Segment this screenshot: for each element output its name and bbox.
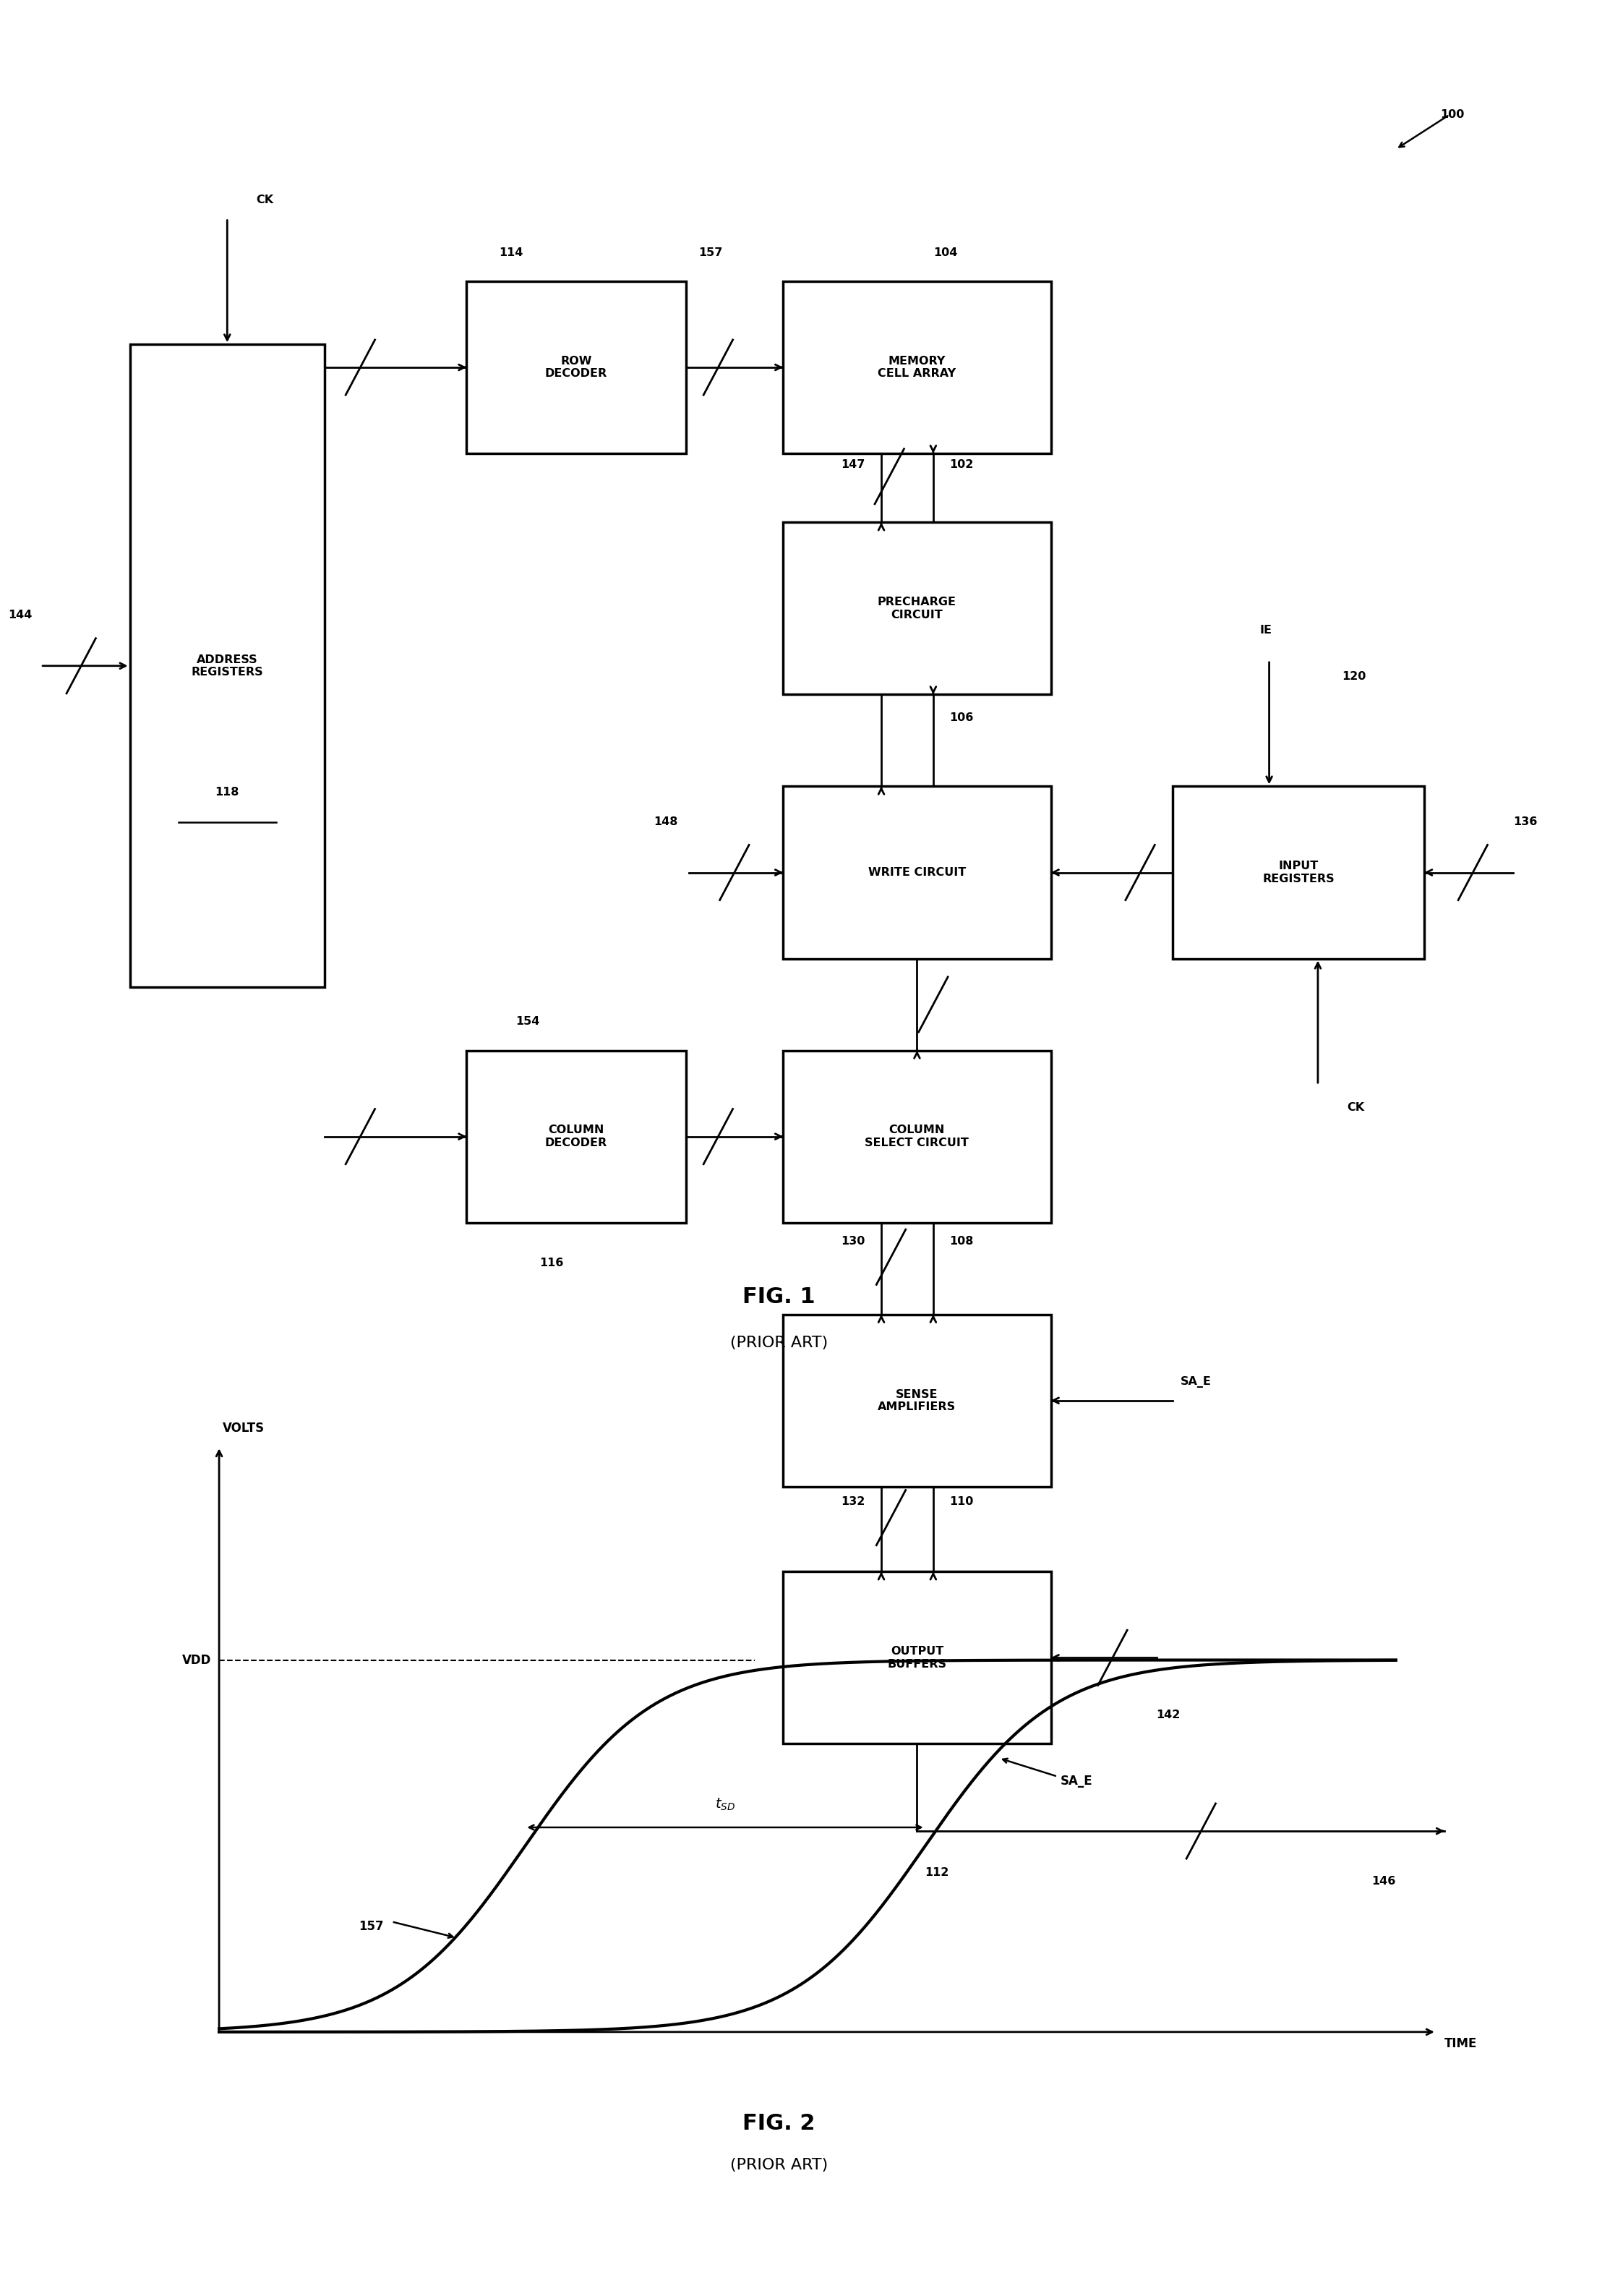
Text: VDD: VDD	[182, 1653, 211, 1667]
Text: 108: 108	[949, 1235, 974, 1247]
FancyBboxPatch shape	[467, 282, 685, 455]
Text: (PRIOR ART): (PRIOR ART)	[730, 1336, 828, 1350]
Text: COLUMN
SELECT CIRCUIT: COLUMN SELECT CIRCUIT	[865, 1125, 969, 1148]
FancyBboxPatch shape	[782, 1570, 1052, 1745]
Text: 154: 154	[516, 1017, 539, 1026]
Text: 157: 157	[359, 1919, 383, 1933]
Text: FIG. 2: FIG. 2	[743, 2112, 815, 2135]
Text: ROW
DECODER: ROW DECODER	[545, 356, 607, 379]
Text: 136: 136	[1514, 817, 1537, 827]
Text: 130: 130	[841, 1235, 865, 1247]
Text: CK: CK	[256, 195, 274, 204]
Text: PRECHARGE
CIRCUIT: PRECHARGE CIRCUIT	[878, 597, 956, 620]
Text: (PRIOR ART): (PRIOR ART)	[730, 2158, 828, 2172]
Text: WRITE CIRCUIT: WRITE CIRCUIT	[868, 868, 966, 877]
Text: 102: 102	[949, 459, 974, 471]
FancyBboxPatch shape	[782, 282, 1052, 455]
Text: INPUT
REGISTERS: INPUT REGISTERS	[1263, 861, 1334, 884]
Text: 120: 120	[1342, 670, 1367, 682]
Text: FIG. 1: FIG. 1	[743, 1286, 815, 1309]
Text: 106: 106	[949, 712, 974, 723]
Text: 146: 146	[1371, 1876, 1396, 1887]
Text: 144: 144	[8, 611, 32, 620]
Text: 157: 157	[698, 248, 722, 257]
Text: 110: 110	[949, 1497, 974, 1506]
Text: MEMORY
CELL ARRAY: MEMORY CELL ARRAY	[878, 356, 956, 379]
FancyBboxPatch shape	[782, 1052, 1052, 1221]
Text: 132: 132	[841, 1497, 865, 1506]
FancyBboxPatch shape	[782, 1313, 1052, 1488]
Text: COLUMN
DECODER: COLUMN DECODER	[545, 1125, 607, 1148]
Text: TIME: TIME	[1444, 2037, 1477, 2050]
Text: 142: 142	[1156, 1711, 1180, 1720]
Text: OUTPUT
BUFFERS: OUTPUT BUFFERS	[888, 1646, 946, 1669]
Text: 118: 118	[216, 788, 239, 797]
Text: 112: 112	[925, 1867, 949, 1878]
FancyBboxPatch shape	[782, 523, 1052, 693]
Text: VOLTS: VOLTS	[222, 1421, 265, 1435]
Text: 148: 148	[654, 817, 677, 827]
FancyBboxPatch shape	[782, 785, 1052, 960]
Text: 114: 114	[500, 248, 523, 257]
Text: 147: 147	[841, 459, 865, 471]
FancyBboxPatch shape	[1172, 785, 1425, 960]
Text: ADDRESS
REGISTERS: ADDRESS REGISTERS	[192, 654, 263, 677]
Text: SENSE
AMPLIFIERS: SENSE AMPLIFIERS	[878, 1389, 956, 1412]
FancyBboxPatch shape	[467, 1052, 685, 1221]
Text: SA_E: SA_E	[1180, 1375, 1212, 1389]
Text: CK: CK	[1347, 1102, 1365, 1114]
Text: 100: 100	[1441, 110, 1464, 119]
Text: 116: 116	[540, 1258, 563, 1267]
Text: $t_{SD}$: $t_{SD}$	[714, 1798, 735, 1812]
Text: IE: IE	[1259, 625, 1272, 636]
FancyBboxPatch shape	[130, 344, 325, 987]
Text: 104: 104	[933, 248, 958, 257]
Text: SA_E: SA_E	[1061, 1775, 1092, 1789]
